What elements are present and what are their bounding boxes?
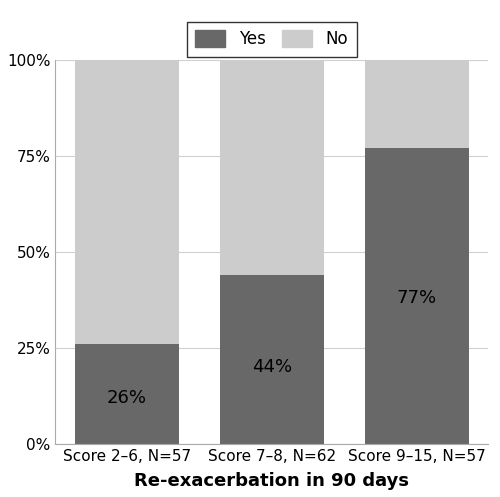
Bar: [75, 344, 179, 444]
Text: 26%: 26%: [107, 389, 147, 407]
Text: 44%: 44%: [252, 358, 292, 376]
Bar: [364, 148, 469, 444]
Bar: [75, 60, 179, 344]
Legend: Yes, No: Yes, No: [187, 22, 356, 57]
Bar: [364, 60, 469, 148]
Bar: [220, 60, 324, 275]
X-axis label: Re-exacerbation in 90 days: Re-exacerbation in 90 days: [134, 472, 409, 490]
Text: 77%: 77%: [396, 289, 436, 307]
Bar: [220, 275, 324, 444]
